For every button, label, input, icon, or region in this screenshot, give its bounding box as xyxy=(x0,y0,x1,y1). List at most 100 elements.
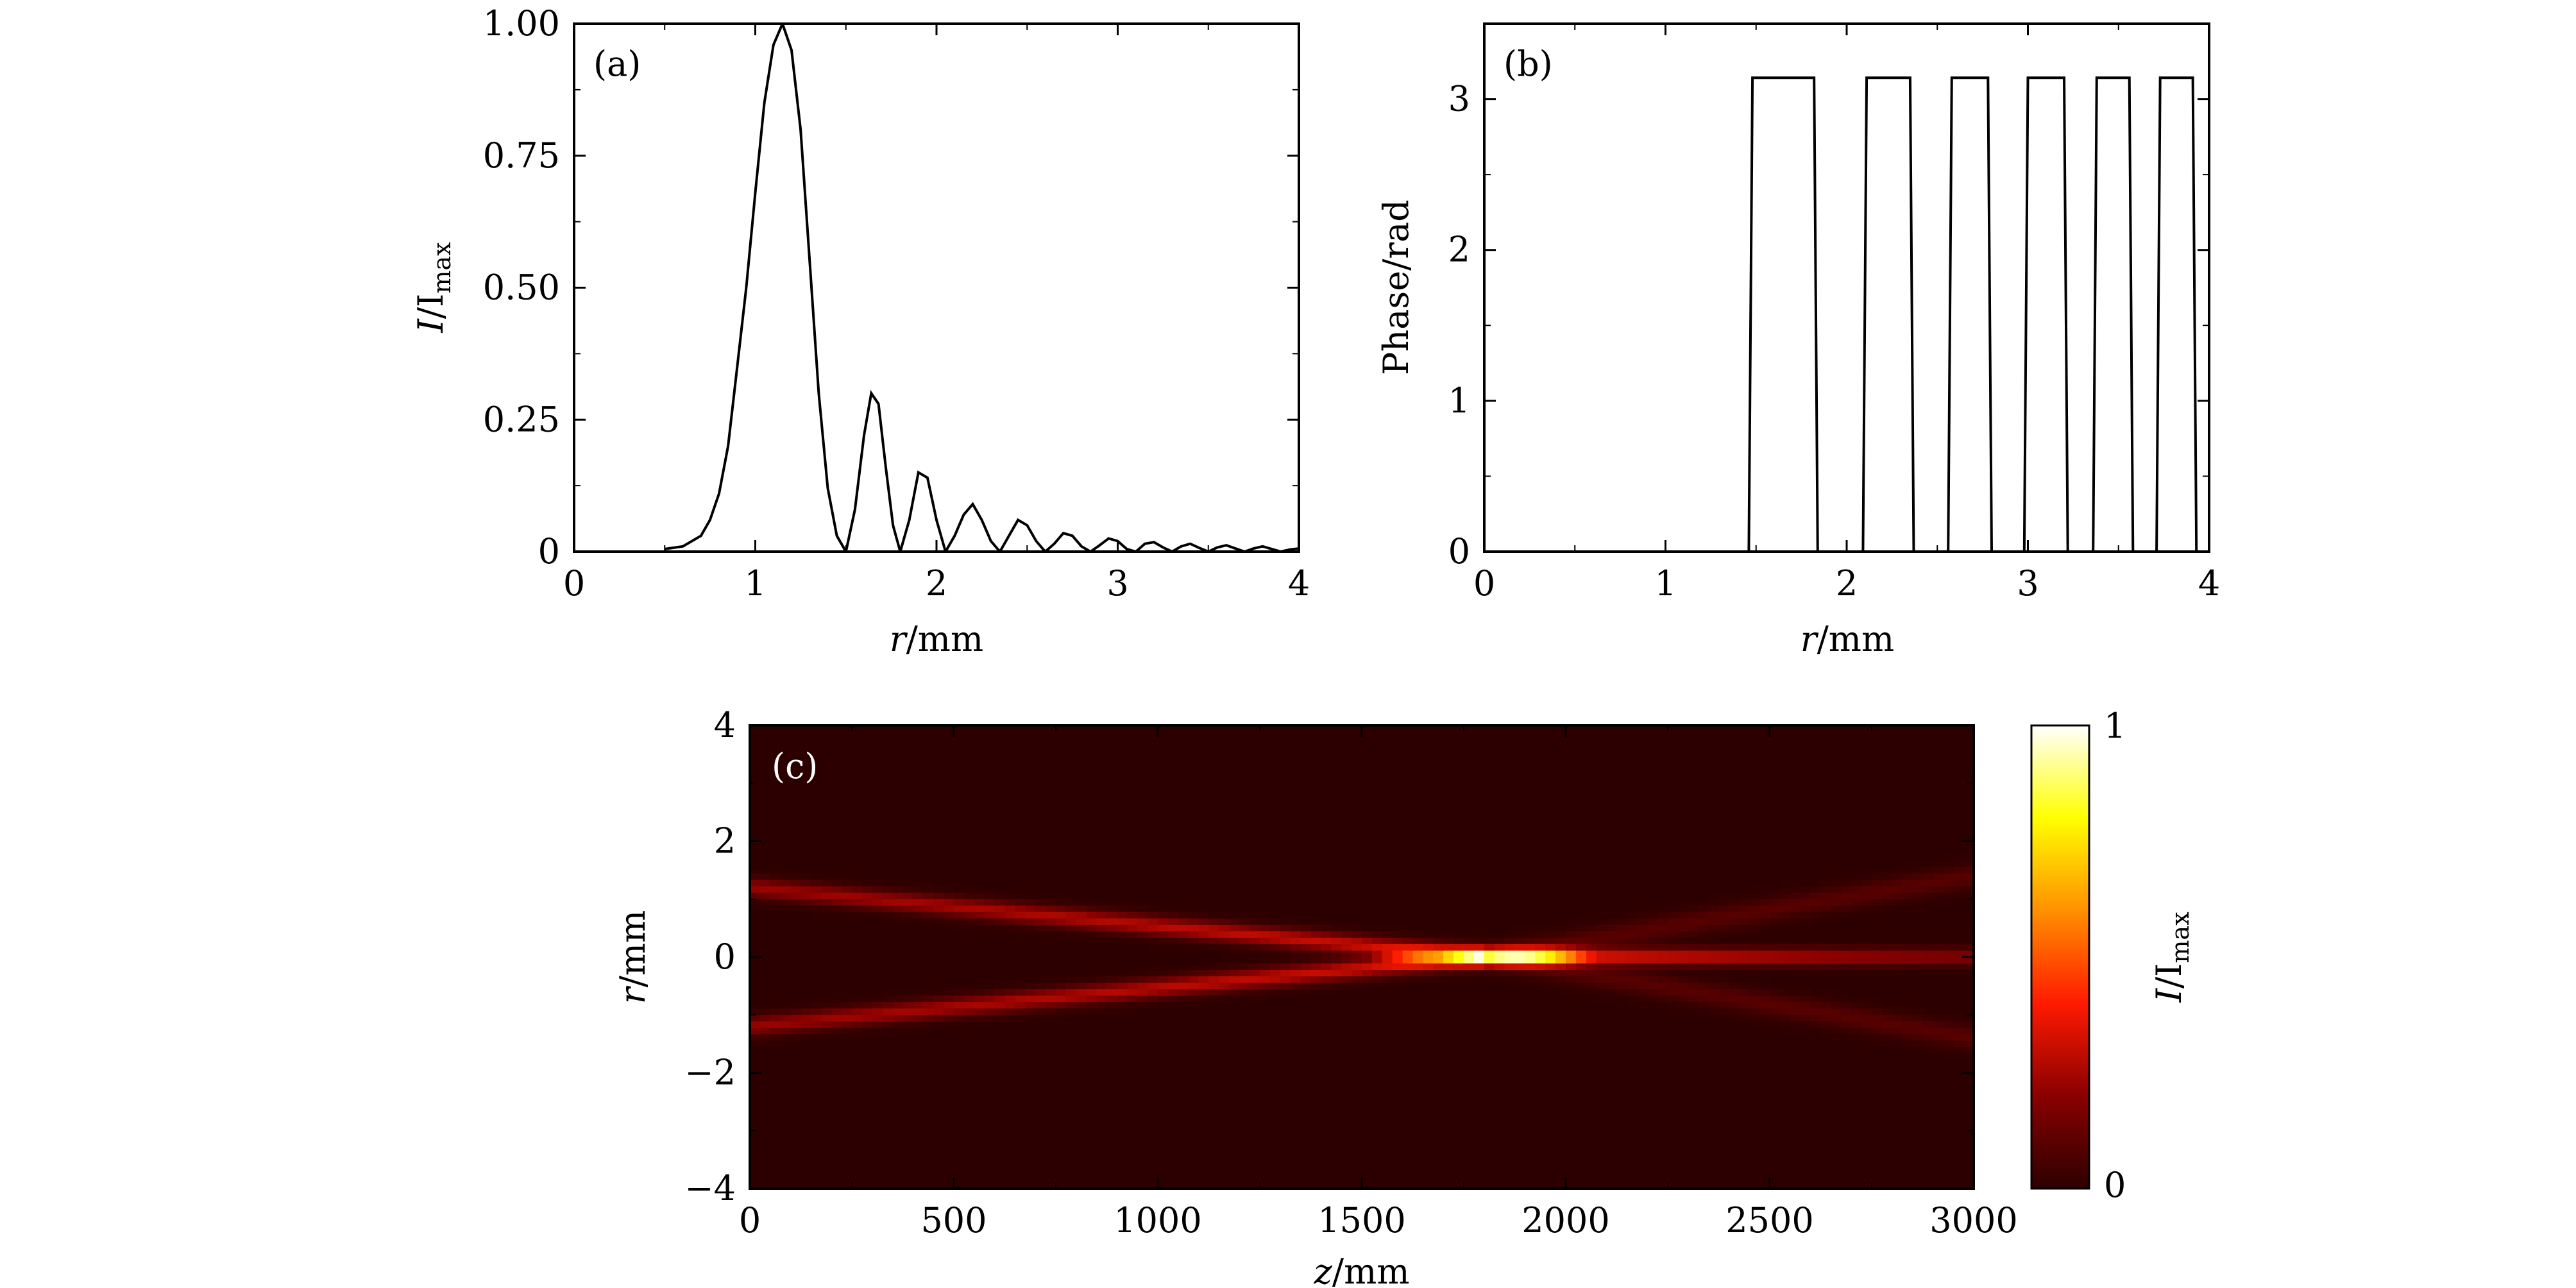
heatmap-cell xyxy=(1433,738,1444,745)
heatmap-cell xyxy=(974,1175,985,1183)
heatmap-cell xyxy=(902,931,913,938)
heatmap-cell xyxy=(852,1079,863,1087)
heatmap-cell xyxy=(1310,899,1321,906)
heatmap-cell xyxy=(1250,924,1260,932)
heatmap-cell xyxy=(974,983,985,990)
heatmap-cell xyxy=(1352,751,1362,758)
heatmap-cell xyxy=(1310,790,1321,797)
heatmap-cell xyxy=(1096,828,1108,836)
heatmap-cell xyxy=(759,783,771,790)
heatmap-cell xyxy=(1096,867,1108,874)
heatmap-cell xyxy=(872,1066,883,1074)
heatmap-cell xyxy=(1362,1137,1373,1144)
heatmap-cell xyxy=(1250,1111,1260,1119)
heatmap-cell xyxy=(1300,783,1312,790)
heatmap-cell xyxy=(1239,1143,1250,1151)
heatmap-cell xyxy=(1148,1111,1158,1119)
heatmap-cell xyxy=(1127,1156,1138,1164)
heatmap-cell xyxy=(1402,873,1414,881)
heatmap-cell xyxy=(852,854,863,861)
heatmap-cell xyxy=(1290,1124,1301,1131)
heatmap-cell xyxy=(1362,879,1373,887)
heatmap-cell xyxy=(944,1182,954,1189)
heatmap-cell xyxy=(902,1028,913,1035)
heatmap-cell xyxy=(1178,970,1189,977)
heatmap-cell xyxy=(1076,1149,1087,1157)
heatmap-cell xyxy=(872,918,883,926)
heatmap-cell xyxy=(1433,815,1444,823)
heatmap-cell xyxy=(842,725,852,733)
heatmap-cell xyxy=(1362,770,1373,777)
heatmap-cell xyxy=(1423,1111,1434,1119)
heatmap-cell xyxy=(861,1162,873,1170)
heatmap-cell xyxy=(974,1092,985,1099)
heatmap-cell xyxy=(1352,738,1362,745)
heatmap-cell xyxy=(1260,1149,1271,1157)
heatmap-cell xyxy=(1219,841,1230,849)
panel-b-x-tick-label: 2 xyxy=(1836,563,1858,604)
heatmap-cell xyxy=(1127,1143,1138,1151)
heatmap-cell xyxy=(780,944,792,951)
heatmap-cell xyxy=(1117,1130,1128,1138)
heatmap-cell xyxy=(790,1060,802,1067)
heatmap-cell xyxy=(1402,1175,1414,1183)
heatmap-cell xyxy=(780,841,792,849)
heatmap-cell xyxy=(882,989,894,996)
heatmap-cell xyxy=(811,1162,822,1170)
heatmap-cell xyxy=(1004,892,1015,900)
panel-a-intensity-line xyxy=(665,24,1299,552)
heatmap-cell xyxy=(1239,1066,1250,1074)
heatmap-cell xyxy=(1269,1028,1281,1035)
heatmap-cell xyxy=(1423,1008,1434,1015)
heatmap-cell xyxy=(1371,944,1383,951)
heatmap-cell xyxy=(1402,725,1414,733)
heatmap-cell xyxy=(1086,770,1097,777)
heatmap-cell xyxy=(944,1162,954,1170)
heatmap-cell xyxy=(1137,892,1148,900)
heatmap-cell xyxy=(1046,976,1056,983)
heatmap-cell xyxy=(994,1047,1006,1055)
heatmap-cell xyxy=(963,879,975,887)
heatmap-cell xyxy=(1086,1130,1097,1138)
heatmap-cell xyxy=(984,1105,996,1112)
heatmap-cell xyxy=(1260,835,1271,842)
heatmap-cell xyxy=(1219,1092,1230,1099)
heatmap-cell xyxy=(1096,1117,1108,1125)
heatmap-cell xyxy=(913,1162,924,1170)
heatmap-cell xyxy=(1167,1060,1179,1067)
heatmap-cell xyxy=(1310,989,1321,996)
heatmap-cell xyxy=(831,1047,842,1055)
heatmap-cell xyxy=(1106,738,1117,745)
heatmap-cell xyxy=(1250,873,1260,881)
heatmap-cell xyxy=(842,828,852,836)
heatmap-cell xyxy=(1015,905,1026,913)
heatmap-cell xyxy=(1188,1028,1199,1035)
heatmap-cell xyxy=(1371,1149,1383,1157)
heatmap-cell xyxy=(1158,905,1169,913)
heatmap-cell xyxy=(790,790,802,797)
heatmap-cell xyxy=(1219,860,1230,868)
heatmap-cell xyxy=(1239,1085,1250,1093)
panel-b-label: (b) xyxy=(1504,44,1553,84)
heatmap-cell xyxy=(933,725,944,733)
heatmap-cell xyxy=(1015,732,1026,739)
heatmap-cell xyxy=(963,950,975,958)
heatmap-cell xyxy=(790,732,802,739)
heatmap-cell xyxy=(1362,738,1373,745)
heatmap-cell xyxy=(821,1137,832,1144)
heatmap-cell xyxy=(811,1117,822,1125)
heatmap-cell xyxy=(923,828,934,836)
heatmap-cell xyxy=(913,1130,924,1138)
heatmap-cell xyxy=(1046,892,1056,900)
heatmap-cell xyxy=(944,996,954,1003)
heatmap-cell xyxy=(1208,950,1219,958)
heatmap-cell xyxy=(1412,802,1423,809)
heatmap-cell xyxy=(913,1156,924,1164)
heatmap-cell xyxy=(1208,899,1219,906)
heatmap-cell xyxy=(759,879,771,887)
heatmap-cell xyxy=(1341,770,1352,777)
heatmap-cell xyxy=(1321,1034,1332,1041)
heatmap-cell xyxy=(1035,1105,1046,1112)
heatmap-cell xyxy=(1412,944,1423,951)
heatmap-cell xyxy=(861,770,873,777)
